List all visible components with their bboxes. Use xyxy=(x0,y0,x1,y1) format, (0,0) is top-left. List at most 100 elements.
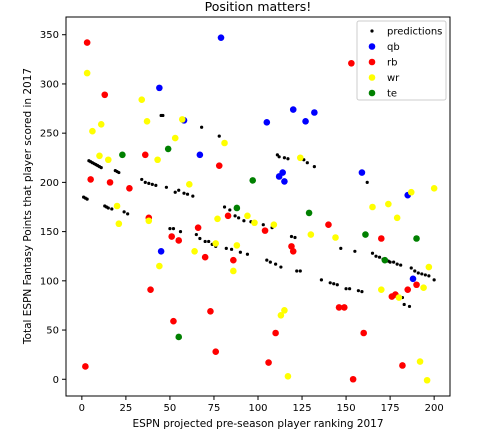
point-predictions-30 xyxy=(173,190,177,194)
point-predictions-34 xyxy=(185,192,190,196)
point-rb-24 xyxy=(325,221,332,229)
x-axis: 0 25 50 75 100 125 150 175 200 xyxy=(79,396,444,414)
point-predictions-33 xyxy=(182,191,186,195)
point-wr-2 xyxy=(96,152,103,160)
point-wr-29 xyxy=(332,234,339,241)
point-rb-2 xyxy=(87,176,94,183)
point-predictions-29 xyxy=(171,227,176,231)
point-qb-14 xyxy=(409,275,417,283)
point-rb-11 xyxy=(175,237,183,244)
point-predictions-71 xyxy=(312,165,316,169)
x-tick-label-50: 50 xyxy=(164,403,177,414)
x-tick-label-0: 0 xyxy=(79,403,85,414)
point-rb-5 xyxy=(126,184,133,192)
point-te-7 xyxy=(381,256,389,264)
x-tick-label-175: 175 xyxy=(381,403,400,414)
point-rb-6 xyxy=(141,151,149,159)
point-rb-17 xyxy=(224,212,232,220)
y-axis-label: Total ESPN Fantasy Points that player sc… xyxy=(22,68,34,345)
y-tick-label-50: 50 xyxy=(46,326,59,337)
point-predictions-50 xyxy=(238,250,242,254)
point-predictions-14 xyxy=(110,207,114,211)
point-rb-16 xyxy=(215,162,223,169)
point-predictions-62 xyxy=(279,265,283,269)
point-rb-27 xyxy=(348,59,355,67)
point-wr-20 xyxy=(233,242,241,249)
point-rb-21 xyxy=(272,329,279,337)
point-predictions-57 xyxy=(268,260,272,264)
point-predictions-40 xyxy=(207,239,211,244)
y-tick-label-150: 150 xyxy=(40,227,59,238)
point-qb-0 xyxy=(156,84,163,92)
point-predictions-70 xyxy=(305,161,309,165)
point-qb-10 xyxy=(302,118,309,125)
x-tick-label-200: 200 xyxy=(425,403,444,414)
y-tick-label-350: 350 xyxy=(40,30,59,41)
point-qb-1 xyxy=(157,247,165,255)
point-rb-35 xyxy=(413,281,420,289)
x-tick-label-125: 125 xyxy=(292,403,311,414)
point-te-6 xyxy=(362,231,369,238)
legend-marker-te xyxy=(368,89,376,97)
point-qb-11 xyxy=(311,109,318,116)
point-rb-25 xyxy=(335,304,343,311)
y-tick-label-250: 250 xyxy=(40,129,59,140)
point-predictions-51 xyxy=(242,219,246,223)
point-predictions-85 xyxy=(377,255,382,259)
point-predictions-39 xyxy=(203,239,207,244)
point-wr-18 xyxy=(221,139,228,147)
point-predictions-66 xyxy=(293,235,297,240)
point-predictions-91 xyxy=(395,262,399,266)
point-predictions-48 xyxy=(233,214,237,218)
point-predictions-43 xyxy=(217,134,221,138)
point-te-1 xyxy=(164,145,172,153)
point-predictions-37 xyxy=(198,236,202,241)
point-te-0 xyxy=(119,151,126,159)
point-qb-9 xyxy=(289,106,297,113)
point-rb-12 xyxy=(194,224,202,231)
point-predictions-81 xyxy=(360,290,364,294)
x-tick-label-75: 75 xyxy=(208,403,221,414)
point-predictions-19 xyxy=(126,212,130,216)
point-predictions-18 xyxy=(122,210,126,214)
point-wr-1 xyxy=(89,127,96,135)
point-wr-21 xyxy=(244,212,251,220)
point-qb-7 xyxy=(279,169,286,176)
point-wr-23 xyxy=(270,221,278,229)
point-predictions-27 xyxy=(164,185,168,189)
point-wr-8 xyxy=(143,118,151,125)
points-layer xyxy=(82,34,438,384)
point-predictions-77 xyxy=(344,287,348,291)
point-wr-11 xyxy=(156,262,163,270)
point-rb-28 xyxy=(349,375,357,383)
point-wr-25 xyxy=(281,307,288,314)
point-predictions-78 xyxy=(348,287,352,291)
point-predictions-82 xyxy=(365,180,369,184)
point-predictions-64 xyxy=(286,157,290,161)
point-rb-4 xyxy=(106,179,114,186)
point-rb-26 xyxy=(341,304,348,311)
legend-marker-wr xyxy=(368,74,376,81)
point-wr-27 xyxy=(296,154,304,162)
point-predictions-65 xyxy=(289,234,294,239)
point-predictions-24 xyxy=(154,183,158,187)
point-rb-19 xyxy=(261,227,269,234)
point-predictions-26 xyxy=(161,113,165,118)
point-predictions-20 xyxy=(140,177,144,182)
point-wr-22 xyxy=(251,219,258,227)
point-predictions-89 xyxy=(388,260,392,264)
point-predictions-73 xyxy=(328,281,332,285)
point-wr-19 xyxy=(230,267,237,275)
point-wr-6 xyxy=(115,220,123,228)
point-predictions-68 xyxy=(298,269,302,273)
point-predictions-74 xyxy=(332,282,336,286)
legend-label-qb: qb xyxy=(387,42,400,53)
point-predictions-79 xyxy=(353,249,357,253)
point-wr-3 xyxy=(97,121,105,128)
point-predictions-31 xyxy=(177,188,181,192)
point-rb-13 xyxy=(201,253,209,261)
point-wr-39 xyxy=(425,263,433,271)
point-predictions-44 xyxy=(222,205,227,209)
x-tick-label-25: 25 xyxy=(120,403,133,414)
point-qb-3 xyxy=(196,151,204,159)
